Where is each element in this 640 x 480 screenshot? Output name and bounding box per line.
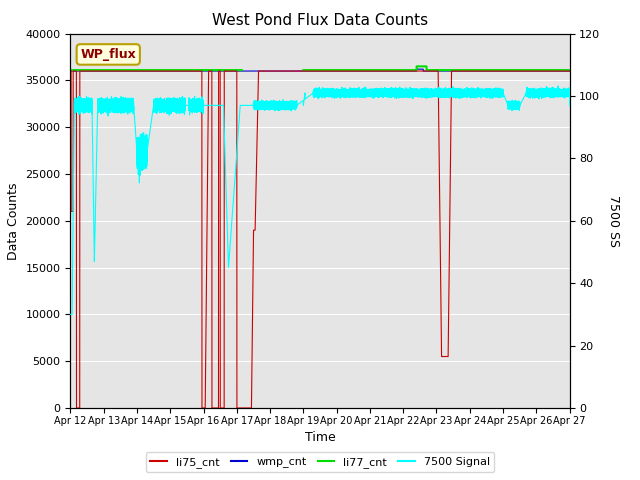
Title: West Pond Flux Data Counts: West Pond Flux Data Counts: [212, 13, 428, 28]
Legend: li75_cnt, wmp_cnt, li77_cnt, 7500 Signal: li75_cnt, wmp_cnt, li77_cnt, 7500 Signal: [146, 452, 494, 472]
X-axis label: Time: Time: [305, 431, 335, 444]
Y-axis label: Data Counts: Data Counts: [7, 182, 20, 260]
Y-axis label: 7500 SS: 7500 SS: [607, 195, 620, 247]
Text: WP_flux: WP_flux: [81, 48, 136, 61]
